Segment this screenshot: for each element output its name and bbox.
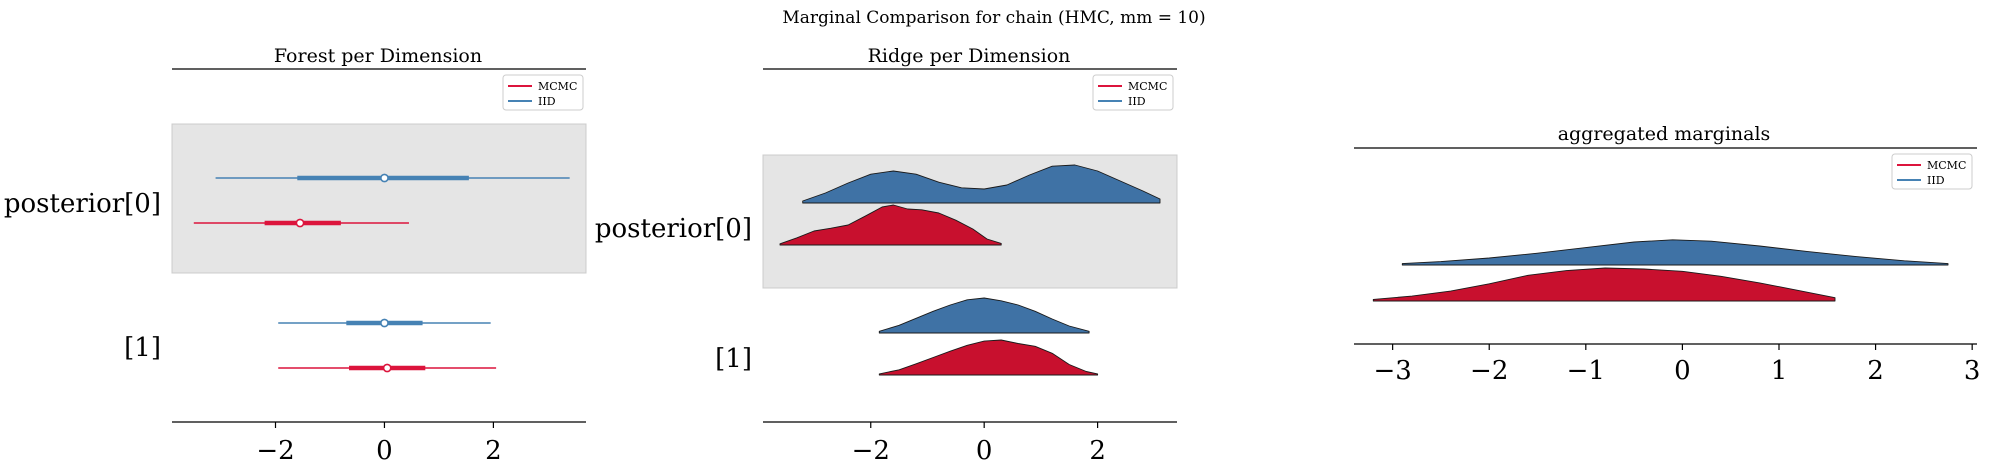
forest-median-mcmc: [382, 363, 392, 373]
x-tick-label: 2: [1867, 356, 1884, 386]
ridge-density-mcmc: [878, 339, 1099, 376]
x-tick-label: −2: [852, 436, 890, 465]
forest-median-iid: [380, 318, 389, 328]
forest-median-iid: [380, 173, 389, 183]
x-tick-label: 0: [1674, 356, 1691, 386]
x-tick-label: −1: [1567, 356, 1605, 386]
legend-label-mcmc: MCMC: [1927, 159, 1966, 172]
row-label: [1]: [715, 344, 752, 374]
forest-median-mcmc: [295, 218, 305, 228]
ridge-density-iid: [802, 164, 1161, 204]
x-tick-label: 3: [1964, 356, 1981, 386]
x-tick-label: 0: [976, 436, 993, 465]
row-label: posterior[0]: [4, 189, 161, 219]
forest-panel: Forest per Dimension −2 0 2 posterior[0] [1]…: [4, 45, 587, 465]
ridge-panel-title: Ridge per Dimension: [868, 45, 1071, 67]
row-band: [762, 154, 1178, 289]
row-label: [1]: [124, 333, 161, 363]
row-label: posterior[0]: [595, 214, 752, 244]
legend-label-mcmc: MCMC: [1128, 80, 1167, 93]
ridge-panel: Ridge per Dimension −2 0 2 posterior[0] [1] M…: [595, 45, 1178, 465]
figure-suptitle: Marginal Comparison for chain (HMC, mm =…: [782, 8, 1205, 28]
x-tick-label: 2: [485, 436, 502, 465]
ridge-density-iid: [878, 297, 1090, 334]
x-tick-label: −2: [1470, 356, 1508, 386]
ridge-density-iid: [1401, 239, 1949, 266]
legend-label-iid: IID: [1927, 174, 1945, 187]
legend-label-iid: IID: [538, 95, 556, 108]
ridge-density-mcmc: [779, 204, 1002, 246]
row-band: [171, 123, 587, 274]
x-tick-label: −3: [1373, 356, 1411, 386]
x-tick-label: 1: [1771, 356, 1788, 386]
x-tick-label: 0: [376, 436, 393, 465]
x-tick-label: 2: [1089, 436, 1106, 465]
ridge-density-mcmc: [1372, 267, 1836, 302]
x-tick-label: −2: [256, 436, 294, 465]
legend-label-mcmc: MCMC: [538, 80, 577, 93]
forest-panel-title: Forest per Dimension: [274, 45, 482, 67]
aggregated-panel: aggregated marginals −3 −2 −1 0 1 2 3 MCMC IID: [1354, 123, 1980, 386]
legend-label-iid: IID: [1128, 95, 1146, 108]
aggregated-panel-title: aggregated marginals: [1558, 123, 1771, 145]
